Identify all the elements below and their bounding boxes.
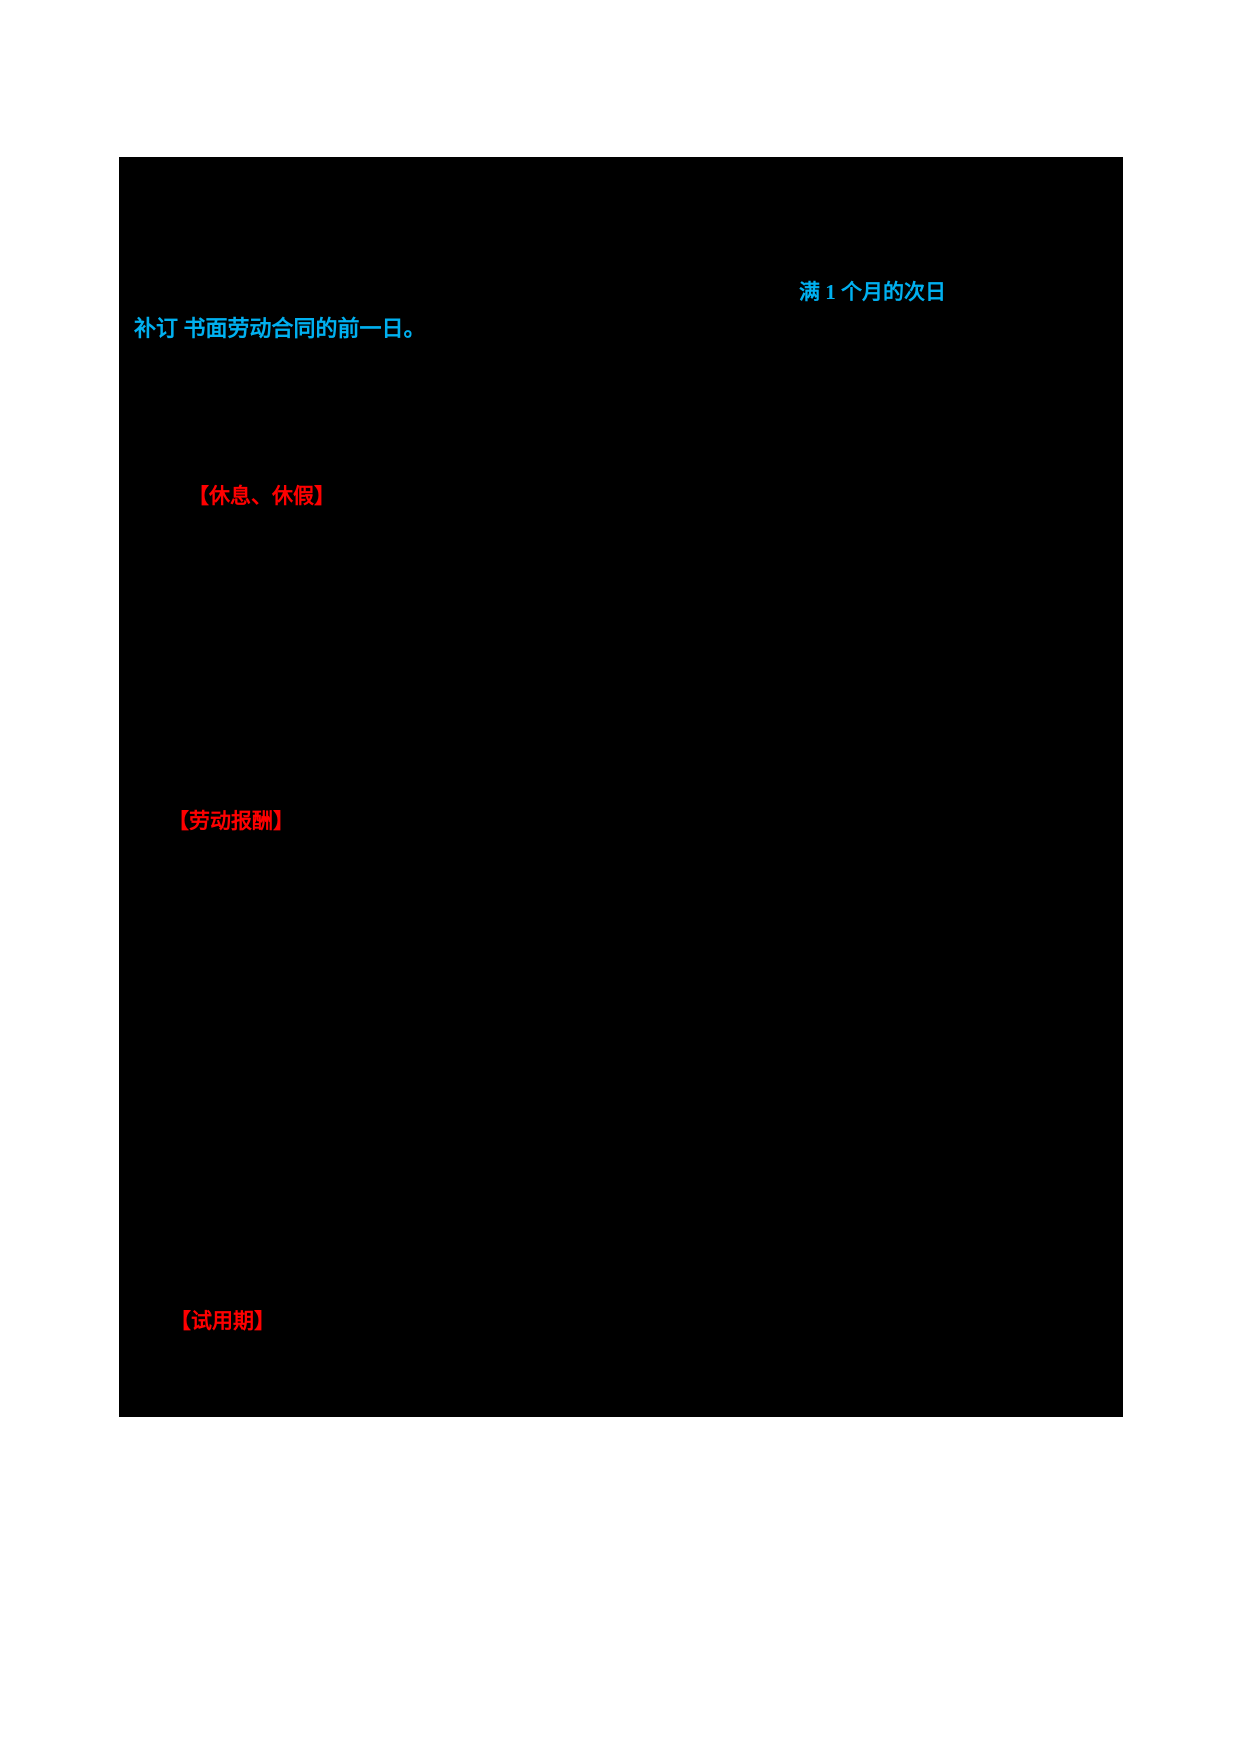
section-heading-rest-leave: 【休息、休假】 <box>188 484 335 508</box>
section-heading-labor-pay: 【劳动报酬】 <box>168 809 294 833</box>
highlighted-answer-line-2: 补订 书面劳动合同的前一日。 <box>134 316 426 341</box>
highlighted-answer-line-1: 满 1 个月的次日 <box>799 280 946 304</box>
section-heading-probation: 【试用期】 <box>170 1309 275 1333</box>
document-content-block <box>119 157 1123 1417</box>
